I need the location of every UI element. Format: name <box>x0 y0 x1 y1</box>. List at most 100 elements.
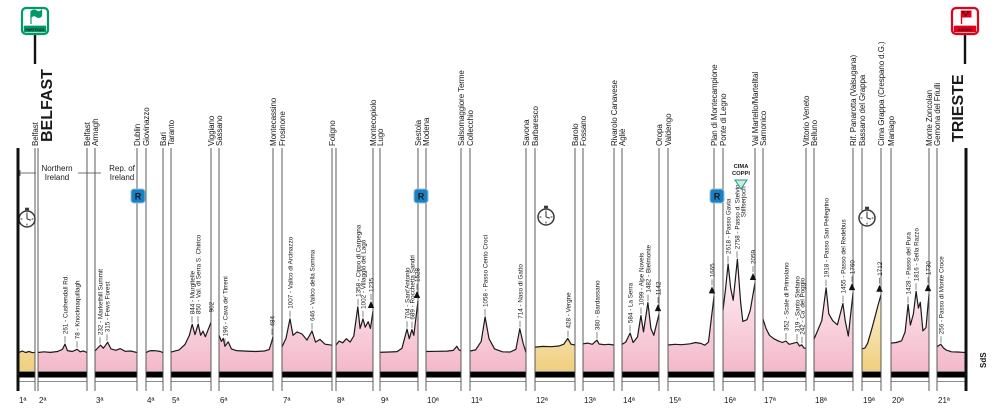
city-label: Bari <box>159 132 168 146</box>
climb-label: 646 - Valico della Somma <box>310 249 317 330</box>
stage-baseline-bar <box>622 371 659 378</box>
stage-baseline-bar <box>282 371 332 378</box>
city-label: Montecopiolo <box>369 99 378 146</box>
stage-baseline-bar <box>18 371 35 378</box>
stage-area <box>146 350 163 371</box>
city-label: Giovinazzo <box>142 107 151 146</box>
city-label: Fossano <box>579 115 588 146</box>
city-label: Modena <box>422 117 431 146</box>
stage-number: 15ª <box>669 396 681 405</box>
city-label: Frosinone <box>278 111 287 146</box>
climb-label: 352 - Scale di Primolano <box>784 262 791 340</box>
svg-text:1358 - Cippo di Carpegna: 1358 - Cippo di Carpegna <box>356 224 363 297</box>
summit-finish-arrow-icon <box>924 284 932 292</box>
cima-coppi-triangle-icon <box>734 179 748 190</box>
stage-profile-line <box>218 335 274 353</box>
svg-text:1142: 1142 <box>656 281 663 295</box>
stage-baseline-bar <box>426 371 461 378</box>
stage-panel-6ª: 6ª <box>218 335 274 405</box>
svg-text:232 - Markethill Summit: 232 - Markethill Summit <box>98 269 105 335</box>
summit-finish-arrow-icon <box>367 301 375 309</box>
stage-panel-13ª: 13ª <box>582 339 615 405</box>
stage-baseline-bar <box>380 371 418 378</box>
svg-text:1730: 1730 <box>926 261 933 276</box>
climb-label: 844 - Murgitelle <box>190 270 197 323</box>
svg-text:2758 - Passo d. Stelvio: 2758 - Passo d. Stelvio <box>735 184 742 249</box>
stage-profile-line <box>890 290 930 344</box>
stage-area <box>18 351 35 371</box>
rest-day-icon: R <box>130 188 146 204</box>
stage-profile-line <box>582 339 615 346</box>
city-label: Salsomaggiore Terme <box>457 70 466 146</box>
stage-panel-21ª: 21ª <box>936 343 967 405</box>
stage-baseline-bar <box>937 371 966 378</box>
stage-number: 2ª <box>39 396 46 405</box>
svg-text:CIMA: CIMA <box>734 164 750 170</box>
climb-label: 484 <box>270 316 277 336</box>
region-label: Ireland <box>45 173 69 182</box>
city-label: Barbaresco <box>531 105 540 146</box>
climb-label: 319 - Santo Stefano <box>795 276 802 341</box>
climb-label: 1760 <box>848 260 857 291</box>
climb-label: 1730 <box>924 261 933 292</box>
stage-profile-line <box>17 350 36 354</box>
stage-number: 10ª <box>427 396 439 405</box>
stage-profile-line <box>722 258 756 322</box>
stage-panel-9ª: 9ª <box>379 300 419 405</box>
stage-panel-12ª: 12ª <box>534 337 576 405</box>
svg-text:256 - Passo di Monte Croce: 256 - Passo di Monte Croce <box>939 256 946 335</box>
stage-number: 16ª <box>724 396 736 405</box>
climb-label: 584 - La Serra <box>628 282 635 332</box>
stage-area <box>583 340 614 371</box>
stage-panel-5ª: 5ª <box>170 322 212 405</box>
summit-finish-arrow-icon <box>749 272 757 280</box>
climb-label: 1665 <box>708 263 717 294</box>
svg-text:2618 - Passo Gavia: 2618 - Passo Gavia <box>726 198 733 254</box>
stage-number: 13ª <box>584 396 596 405</box>
svg-text:196 - Cava de' Tirreni: 196 - Cava de' Tirreni <box>223 276 230 336</box>
stage-panel-10ª: 10ª <box>425 345 462 405</box>
climb-label: 1099 - Alpe Noveis <box>639 253 646 315</box>
climb-label: 689 - Rocchetta Sandri <box>410 255 417 329</box>
stage-area <box>282 318 332 371</box>
region-label: Rep. of <box>109 164 136 173</box>
climb-label: 1918 - Passo San Pellegrino <box>824 197 831 287</box>
stage-area <box>723 259 755 371</box>
climb-label: 704 - Sant'Antonio <box>405 267 412 328</box>
city-label: Belfast <box>83 121 92 146</box>
city-label: Agliè <box>618 128 627 146</box>
svg-text:484: 484 <box>270 316 277 327</box>
svg-text:R: R <box>714 191 721 201</box>
svg-text:1816 - Sella Razzo: 1816 - Sella Razzo <box>914 228 921 282</box>
summit-finish-arrow-icon <box>413 291 421 299</box>
sds-watermark: SdS <box>979 352 988 368</box>
city-label: Bassano del Grappa <box>858 74 867 146</box>
svg-text:R: R <box>418 191 425 201</box>
svg-text:COPPI: COPPI <box>732 171 750 177</box>
svg-text:315 - Fews Forest: 315 - Fews Forest <box>105 281 112 332</box>
time-trial-stopwatch-icon <box>18 207 36 228</box>
stage-panel-7ª: 7ª <box>281 318 333 405</box>
city-label: Sassano <box>215 115 224 146</box>
svg-text:319 - Santo Stefano: 319 - Santo Stefano <box>795 276 802 333</box>
climb-label: 1007 - Valico di Arcinazzo <box>288 236 295 318</box>
city-label: Belfast <box>31 121 40 146</box>
city-label: Belluno <box>810 119 819 146</box>
stage-baseline-bar <box>891 371 929 378</box>
svg-text:1002 - Villaggio del Lago: 1002 - Villaggio del Lago <box>361 239 368 309</box>
stage-profile-line <box>94 341 138 354</box>
city-label: Gemona del Friulli <box>933 83 942 146</box>
stage-number: 5ª <box>172 396 179 405</box>
stage-number: 20ª <box>892 396 904 405</box>
svg-text:714 - Naso di Gatto: 714 - Naso di Gatto <box>518 264 525 319</box>
stage-area <box>426 346 461 371</box>
stage-panel-14ª: 14ª <box>621 302 660 405</box>
climb-label: 714 - Naso di Gatto <box>518 264 525 328</box>
stage-baseline-bar <box>219 371 273 378</box>
stage-panel-3ª: 3ª <box>94 341 138 405</box>
summit-finish-arrow-icon <box>708 286 716 294</box>
stage-profile-line <box>534 337 576 348</box>
stage-baseline-bar <box>723 371 755 378</box>
